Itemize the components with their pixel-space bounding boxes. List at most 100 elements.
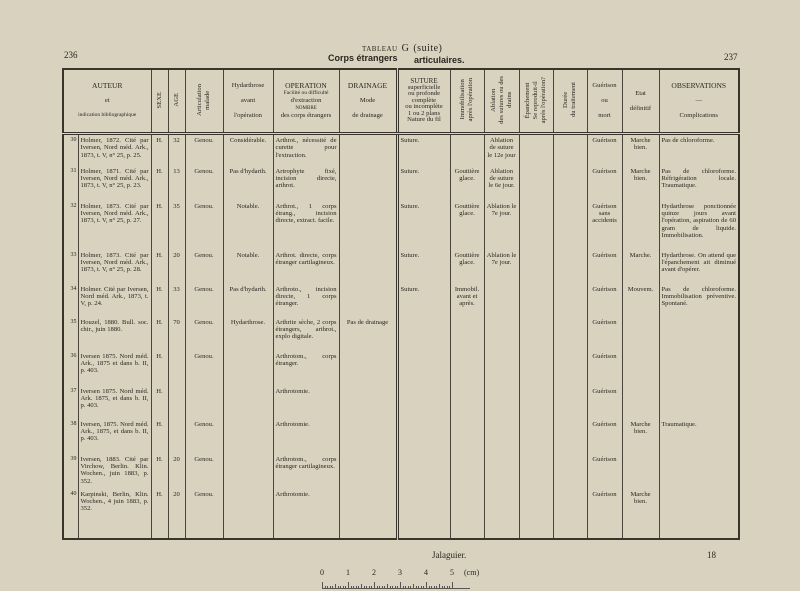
header-row: AUTEUR et indication bibliographique SEX… <box>62 69 740 135</box>
cell-n: 30 <box>62 133 78 166</box>
cell-sut: Suture. <box>395 249 451 284</box>
cell-n: 38 <box>62 418 78 454</box>
scale-tick <box>379 585 381 588</box>
cell-immob: Immobil. avant et après. <box>449 283 485 317</box>
cell-art: Genou. <box>184 249 224 284</box>
scale-tick <box>355 585 357 588</box>
cell-art: Genou. <box>184 283 224 317</box>
cell-hyd: Pas d'hydarth. <box>222 165 274 201</box>
cell-n: 35 <box>62 316 78 351</box>
cell-duree <box>552 385 588 419</box>
cell-immob: Gouttière glace. <box>449 165 485 201</box>
cell-duree <box>552 316 588 351</box>
scale-unit: (cm) <box>464 568 480 577</box>
scale-tick <box>324 585 326 588</box>
cell-hyd <box>222 385 274 419</box>
cell-abl <box>483 488 520 539</box>
table-row: 40 Karpinski, Berlin, Klin. Wochen., 4 ju… <box>62 488 740 539</box>
cell-obs: Traumatique. <box>658 418 740 454</box>
cell-art: Genou. <box>184 453 224 489</box>
cell-op: Arthrotomie. <box>272 488 340 539</box>
cell-hyd <box>222 488 274 539</box>
h-dr-3: de drainage <box>352 112 383 120</box>
h-ob-1: OBSERVATIONS <box>671 81 727 91</box>
cell-sexe: H. <box>150 488 169 539</box>
scale-tick <box>413 584 414 588</box>
scale-tick <box>363 585 365 588</box>
table-row: 34 Holmer. Cité par Iversen, Nord méd. Ar… <box>62 283 740 317</box>
h-ob-2: — <box>695 97 703 105</box>
scale-tick <box>345 585 347 588</box>
scale-tick <box>400 582 401 588</box>
cell-duree <box>552 418 588 454</box>
scale-tick <box>436 585 438 588</box>
table-row: 33 Holmer, 1873. Cité par Iversen, Nord m… <box>62 249 740 284</box>
cell-hyd: Notable. <box>222 249 274 284</box>
cell-op: Arthrite sèche, 2 corps étrangers, arthr… <box>272 316 340 351</box>
cell-etat <box>621 350 660 386</box>
cell-sut: Suture. <box>395 133 451 166</box>
cell-etat: Marche bien. <box>621 133 660 166</box>
h-hyd-3: l'opération <box>234 112 262 120</box>
cell-guer: Guérison <box>586 385 623 419</box>
cell-abl <box>483 418 520 454</box>
h-su-3: ou profonde <box>407 90 441 98</box>
cell-etat <box>621 316 660 351</box>
scale-tick <box>402 585 404 588</box>
h-hyd-1: Hydarthrose <box>231 82 265 90</box>
header-epanchement: Épanchement Se reproduit-il après l'opérat… <box>518 69 554 135</box>
cell-drain <box>338 385 398 419</box>
cell-epan <box>518 418 554 454</box>
scale-tick <box>441 585 443 588</box>
cell-obs: Hydarthrose ponctionnée quinze jours ava… <box>658 200 740 250</box>
cell-hyd: Hydarthrose. <box>222 316 274 351</box>
cell-abl: Ablation le 7e jour. <box>483 200 520 250</box>
cell-auteur: Houzel, 1880. Bull. soc. chir., juin 188… <box>77 316 152 351</box>
cell-hyd: Considérable. <box>222 133 274 166</box>
cell-obs <box>658 316 740 351</box>
scale-label: 3 <box>398 568 402 577</box>
cell-abl: Ablation de suture le 12e jour <box>483 133 520 166</box>
cell-guer: Guérison sans accidents <box>586 200 623 250</box>
scale-tick <box>444 585 446 588</box>
subtitle-right: articulaires. <box>414 55 465 65</box>
cell-auteur: Iversen 1875. Nord méd. Ark., 1875 et da… <box>77 350 152 386</box>
table-row: 38 Iversen, 1875. Nord méd. Ark., 1875, e… <box>62 418 740 454</box>
cell-age: 35 <box>167 200 186 250</box>
cell-etat: Marche bien. <box>621 165 660 201</box>
cell-auteur: Holmer, 1872. Cité par Iversen, Nord méd… <box>77 133 152 166</box>
cell-guer: Guérison <box>586 350 623 386</box>
scale-tick <box>446 585 448 588</box>
h-op-2: Facilité ou difficulté <box>283 89 329 96</box>
scale-tick <box>387 584 388 588</box>
scale-tick <box>374 582 375 588</box>
cell-op: Arthrot., 1 corps étrang., incision dire… <box>272 200 340 250</box>
cell-auteur: Iversen, 1875. Nord méd. Ark., 1875, et … <box>77 418 152 454</box>
cell-age: 20 <box>167 453 186 489</box>
scale-label: 5 <box>450 568 454 577</box>
cell-n: 40 <box>62 488 78 539</box>
cell-duree <box>552 488 588 539</box>
h-gu-2: ou <box>601 97 608 105</box>
cell-age <box>167 350 186 386</box>
cell-obs: Pas de chloroforme. <box>658 133 740 166</box>
cell-sexe: H. <box>150 249 169 284</box>
cell-obs <box>658 453 740 489</box>
h-ep-2: Se reproduit-il <box>532 80 540 119</box>
cell-drain <box>338 418 398 454</box>
cell-immob: Gouttière glace. <box>449 200 485 250</box>
table-row: 37 Iversen 1875. Nord méd. Ark. 1875, et … <box>62 385 740 419</box>
cell-op: Arthrot. directe, corps étranger cartila… <box>272 249 340 284</box>
header-hydarthrose: Hydarthrose avant l'opération <box>222 69 274 135</box>
cell-sut <box>395 488 451 539</box>
cases-table: AUTEUR et indication bibliographique SEX… <box>62 68 741 540</box>
page-number-right: 237 <box>724 52 738 62</box>
h-op-4: NOMBRE <box>295 105 317 111</box>
h-su-7: Nature du fil <box>407 116 441 124</box>
cell-abl <box>483 283 520 317</box>
table-title-suffix: (suite) <box>413 43 443 54</box>
header-sexe: SEXE <box>150 69 169 135</box>
h-gu-3: mort <box>598 112 611 120</box>
cell-duree <box>552 249 588 284</box>
scale-tick <box>431 585 433 588</box>
